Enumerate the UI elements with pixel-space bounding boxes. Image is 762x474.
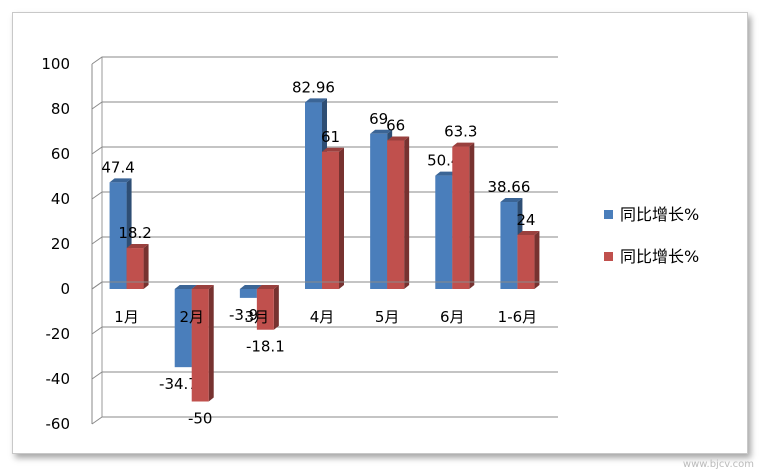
data-label: 82.96 bbox=[292, 78, 335, 96]
bar-top bbox=[435, 171, 458, 176]
data-label: 24 bbox=[516, 211, 535, 229]
bar-front bbox=[305, 102, 322, 289]
bar-top bbox=[517, 231, 540, 235]
data-label: 50.4 bbox=[427, 152, 460, 170]
category-label: 6月 bbox=[440, 308, 465, 326]
y-tick-label: 20 bbox=[51, 235, 70, 253]
data-label: 69 bbox=[369, 110, 388, 128]
gridline bbox=[91, 101, 558, 110]
category-label: 2月 bbox=[179, 308, 204, 326]
bar-front bbox=[174, 289, 192, 368]
bar-front bbox=[239, 289, 257, 298]
data-label: 63.3 bbox=[444, 123, 477, 141]
bar-1-2 bbox=[256, 285, 279, 330]
data-label: 38.66 bbox=[487, 178, 530, 196]
x-axis bbox=[91, 281, 558, 290]
data-label: -50 bbox=[188, 410, 213, 428]
bar-front bbox=[387, 140, 405, 289]
y-tick-label: -20 bbox=[46, 325, 71, 343]
category-label: 5月 bbox=[375, 308, 400, 326]
bar-front bbox=[370, 133, 388, 289]
data-label: 47.4 bbox=[101, 158, 134, 176]
bar-top bbox=[239, 285, 262, 289]
y-tick-label: 80 bbox=[51, 100, 70, 118]
bar-front bbox=[435, 175, 453, 289]
bar-top bbox=[191, 285, 214, 289]
bar-front bbox=[126, 248, 144, 289]
bar-1-5 bbox=[452, 142, 475, 289]
bar-top bbox=[322, 147, 344, 152]
gridline bbox=[91, 416, 558, 425]
bar-1-3 bbox=[322, 147, 344, 289]
gridline bbox=[91, 371, 558, 380]
bar-front bbox=[191, 289, 209, 402]
bar-top bbox=[109, 178, 132, 183]
y-tick-label: 100 bbox=[41, 55, 70, 73]
bar-front bbox=[452, 146, 470, 289]
legend-swatch bbox=[604, 252, 613, 261]
bar-front bbox=[517, 235, 535, 289]
bar-1-1 bbox=[191, 285, 214, 402]
bar-side bbox=[404, 136, 410, 289]
data-label: 18.2 bbox=[118, 224, 151, 242]
legend-label: 同比增长% bbox=[620, 205, 699, 224]
bar-side bbox=[339, 147, 344, 289]
data-label: -18.1 bbox=[246, 338, 285, 356]
bar-top bbox=[370, 129, 393, 134]
y-tick-label: -60 bbox=[46, 415, 71, 433]
watermark: www.bjcv.com bbox=[682, 459, 754, 470]
legend-label: 同比增长% bbox=[620, 247, 699, 266]
bar-front bbox=[256, 289, 274, 330]
category-label: 4月 bbox=[310, 308, 335, 326]
gridline bbox=[91, 326, 558, 335]
y-tick-label: 0 bbox=[60, 280, 70, 298]
bar-side bbox=[469, 142, 475, 289]
legend-swatch bbox=[604, 210, 613, 219]
category-label: 1月 bbox=[114, 308, 139, 326]
category-label: 3月 bbox=[245, 308, 270, 326]
bar-side bbox=[534, 231, 540, 289]
bar-top bbox=[500, 198, 523, 203]
category-label: 1-6月 bbox=[498, 308, 538, 326]
y-tick-label: 60 bbox=[51, 145, 70, 163]
bar-1-0 bbox=[126, 244, 149, 289]
bar-top bbox=[174, 285, 197, 289]
bar-front bbox=[500, 202, 518, 289]
bar-top bbox=[256, 285, 279, 289]
bar-top bbox=[126, 244, 149, 249]
bar-side bbox=[143, 244, 149, 289]
bar-1-6 bbox=[517, 231, 540, 289]
bar-top bbox=[452, 142, 475, 147]
bar-1-4 bbox=[387, 136, 410, 289]
y-tick-label: -40 bbox=[46, 370, 71, 388]
bar-side bbox=[273, 285, 279, 330]
data-label: 61 bbox=[321, 128, 340, 146]
bar-front bbox=[109, 182, 127, 289]
bar-top bbox=[387, 136, 410, 141]
bar-front bbox=[322, 151, 339, 289]
data-label: 66 bbox=[386, 117, 405, 135]
bar-top bbox=[305, 98, 327, 103]
y-tick-label: 40 bbox=[51, 190, 70, 208]
bar-side bbox=[208, 285, 214, 402]
gridline bbox=[91, 56, 558, 65]
